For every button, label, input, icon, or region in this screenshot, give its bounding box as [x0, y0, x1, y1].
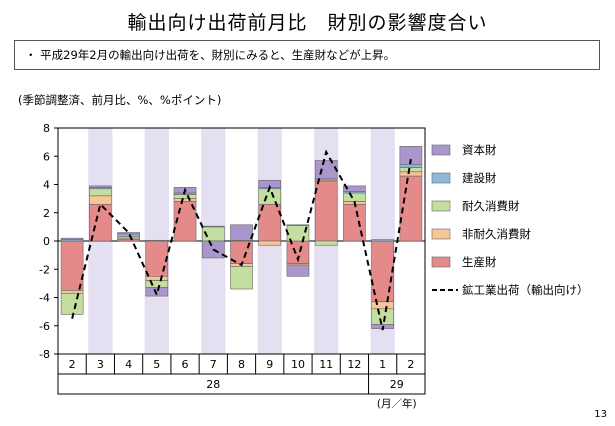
x-tick-label: 3	[97, 358, 104, 371]
bar-construction	[399, 164, 423, 168]
y-tick-label: 4	[43, 179, 50, 192]
bar-construction	[286, 224, 310, 226]
bar-nondurable	[60, 290, 84, 294]
x-tick-label: 11	[319, 358, 333, 371]
month-year-unit-label: (月／年)	[377, 397, 417, 410]
bar-nondurable	[371, 301, 394, 310]
bar-capital	[399, 146, 423, 166]
bar-durable	[145, 280, 169, 288]
legend-label: 建設財	[462, 171, 497, 185]
bar-producer	[314, 181, 338, 242]
bar-durable	[173, 194, 197, 199]
legend-label: 非耐久消費財	[462, 227, 531, 241]
y-tick-label: 8	[43, 122, 50, 135]
y-tick-label: -4	[39, 292, 50, 305]
bar-durable	[371, 308, 394, 325]
bar-construction	[145, 239, 169, 242]
bar-construction	[117, 233, 140, 238]
bar-durable	[314, 240, 338, 246]
bar-durable	[399, 167, 423, 173]
x-tick-label: 5	[153, 358, 160, 371]
bar-capital	[286, 264, 310, 277]
bar-nondurable	[258, 240, 282, 246]
y-tick-label: 2	[43, 207, 50, 220]
x-tick-label: 4	[125, 358, 132, 371]
bar-capital	[230, 224, 253, 241]
x-tick-label: 10	[291, 358, 305, 371]
x-tick-label: 12	[347, 358, 361, 371]
bar-construction	[201, 225, 225, 228]
bar-nondurable	[89, 195, 112, 205]
legend-label: 鉱工業出荷（輸出向け）	[462, 283, 589, 297]
line-series	[71, 149, 412, 331]
x-tick-label: 2	[407, 358, 414, 371]
bar-construction	[371, 239, 394, 242]
x-tick-label: 1	[379, 358, 386, 371]
x-tick-label: 6	[182, 358, 189, 371]
y-tick-label: 6	[43, 150, 50, 163]
legend-swatch-construction	[431, 172, 451, 184]
unit-label: (季節調整済、前月比、%、%ポイント)	[18, 93, 222, 107]
bar-durable	[258, 188, 282, 205]
bar-durable	[230, 266, 253, 290]
bar-capital	[89, 185, 112, 188]
x-tick-label: 7	[210, 358, 217, 371]
bar-nondurable	[145, 276, 169, 281]
bar-capital	[314, 160, 338, 180]
bar-durable	[343, 192, 366, 202]
x-tick-label: 8	[238, 358, 245, 371]
bar-durable	[60, 292, 84, 315]
legend-swatch-nondurable	[431, 228, 451, 240]
y-tick-label: -6	[39, 320, 50, 333]
x-tick-label: 2	[69, 358, 76, 371]
bar-producer	[60, 240, 84, 291]
legend-swatch-producer	[431, 256, 451, 268]
bar-producer	[145, 240, 169, 277]
bar-nondurable	[173, 198, 197, 202]
bar-capital	[343, 185, 366, 192]
y-tick-label: -2	[39, 263, 50, 276]
legend-swatch-durable	[431, 200, 451, 212]
legend-label: 耐久消費財	[462, 199, 520, 213]
bar-capital	[60, 237, 84, 240]
bar-capital	[117, 232, 140, 235]
year-label: 29	[390, 378, 404, 391]
year-label: 28	[206, 378, 220, 391]
legend-label: 生産財	[462, 255, 497, 269]
bar-durable	[89, 188, 112, 197]
y-tick-label: -8	[39, 348, 50, 361]
bar-nondurable	[399, 171, 423, 177]
legend-swatch-capital	[431, 144, 451, 156]
y-tick-label: 0	[43, 235, 50, 248]
chart-title: 輸出向け出荷前月比 財別の影響度合い	[127, 12, 488, 34]
page-number: 13	[594, 409, 607, 420]
legend-label: 資本財	[462, 143, 497, 157]
summary-note: ・ 平成29年2月の輸出向け出荷を、財別にみると、生産財などが上昇。	[14, 40, 600, 70]
x-tick-label: 9	[266, 358, 273, 371]
bar-capital	[145, 287, 169, 297]
